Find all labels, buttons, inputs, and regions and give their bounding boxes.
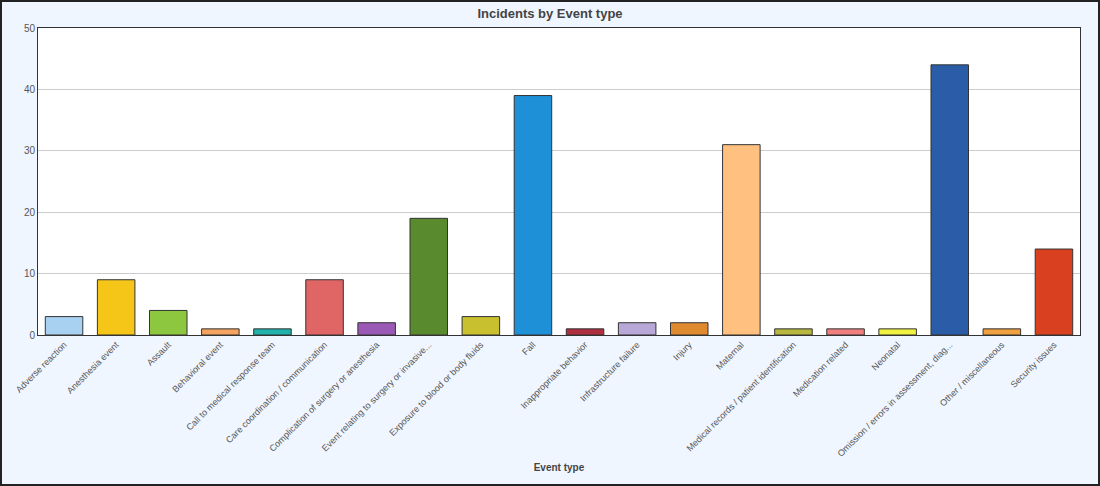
svg-text:30: 30 (24, 145, 36, 156)
svg-text:10: 10 (24, 268, 36, 279)
svg-text:Security issues: Security issues (1009, 339, 1059, 389)
svg-text:Event relating to surgery or i: Event relating to surgery or invasive... (320, 340, 434, 454)
svg-text:Care coordination / communicat: Care coordination / communication (224, 340, 329, 445)
svg-text:Anesthesia event: Anesthesia event (65, 339, 121, 395)
svg-text:Neonatal: Neonatal (870, 340, 903, 373)
svg-text:Fall: Fall (520, 340, 537, 357)
svg-text:Call to medical response team: Call to medical response team (184, 340, 277, 433)
svg-text:Event type: Event type (534, 462, 585, 473)
svg-text:Maternal: Maternal (714, 340, 746, 372)
svg-text:Exposure to blood or body flui: Exposure to blood or body fluids (387, 339, 485, 437)
svg-text:Injury: Injury (671, 339, 694, 362)
svg-text:Omission / errors in assessmen: Omission / errors in assessment, diag... (836, 340, 955, 459)
svg-text:Behavioral event: Behavioral event (170, 339, 225, 394)
svg-text:Medication related: Medication related (791, 340, 850, 399)
svg-text:Infrastructure failure: Infrastructure failure (578, 340, 642, 404)
svg-text:40: 40 (24, 84, 36, 95)
svg-text:Other / miscellaneous: Other / miscellaneous (938, 339, 1007, 408)
svg-text:Inappropriate behavior: Inappropriate behavior (519, 340, 590, 411)
svg-text:0: 0 (29, 330, 35, 341)
svg-text:Incidents by Event type: Incidents by Event type (477, 6, 622, 21)
svg-text:20: 20 (24, 207, 36, 218)
svg-text:50: 50 (24, 23, 36, 34)
svg-text:Assault: Assault (145, 339, 173, 367)
svg-text:Complication of surgery or ane: Complication of surgery or anesthesia (267, 340, 381, 454)
svg-text:Medical records / patient iden: Medical records / patient identification (684, 340, 798, 454)
svg-text:Adverse reaction: Adverse reaction (14, 340, 69, 395)
